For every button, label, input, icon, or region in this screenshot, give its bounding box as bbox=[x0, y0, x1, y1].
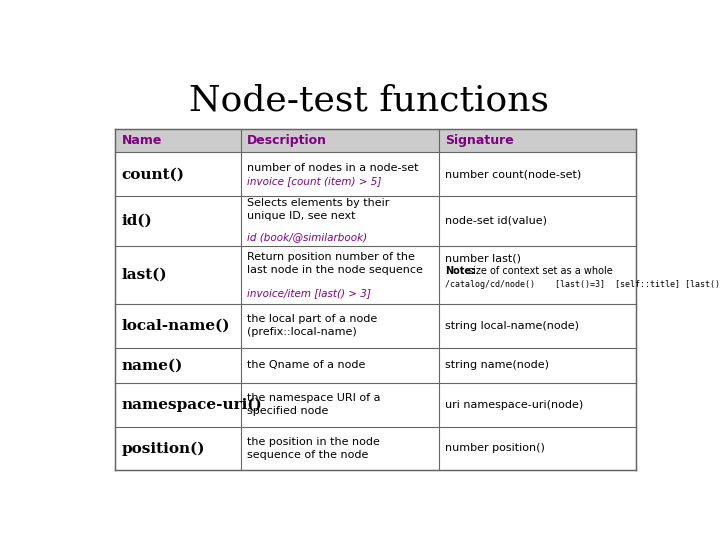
Text: Selects elements by their
unique ID, see next: Selects elements by their unique ID, see… bbox=[248, 198, 390, 221]
Text: count(): count() bbox=[122, 167, 185, 181]
Text: id(): id() bbox=[122, 214, 153, 228]
Text: Description: Description bbox=[248, 134, 328, 147]
Text: Name: Name bbox=[122, 134, 162, 147]
Text: uri namespace-uri(node): uri namespace-uri(node) bbox=[446, 400, 584, 410]
Text: /catalog/cd/node()    [last()=3]  [self::title] [last()= 1]: /catalog/cd/node() [last()=3] [self::tit… bbox=[446, 280, 720, 289]
Text: number count(node-set): number count(node-set) bbox=[446, 169, 582, 179]
Text: number of nodes in a node-set: number of nodes in a node-set bbox=[248, 164, 419, 173]
Bar bbox=[115, 129, 636, 152]
Bar bbox=[115, 383, 636, 427]
Bar bbox=[115, 348, 636, 383]
Text: string name(node): string name(node) bbox=[446, 360, 549, 370]
Text: namespace-uri(): namespace-uri() bbox=[122, 397, 263, 412]
Text: last(): last() bbox=[122, 268, 168, 282]
Text: invoice/item [last() > 3]: invoice/item [last() > 3] bbox=[248, 288, 372, 299]
Bar bbox=[115, 246, 636, 304]
Text: size of context set as a whole: size of context set as a whole bbox=[468, 266, 613, 276]
Text: Return position number of the
last node in the node sequence: Return position number of the last node … bbox=[248, 252, 423, 275]
Text: invoice [count (item) > 5]: invoice [count (item) > 5] bbox=[248, 176, 382, 186]
Text: string local-name(node): string local-name(node) bbox=[446, 321, 580, 331]
Text: position(): position() bbox=[122, 441, 205, 456]
Text: node-set id(value): node-set id(value) bbox=[446, 216, 547, 226]
Text: number last(): number last() bbox=[446, 254, 521, 264]
Text: local-name(): local-name() bbox=[122, 319, 230, 333]
Bar bbox=[115, 196, 636, 246]
Text: the position in the node
sequence of the node: the position in the node sequence of the… bbox=[248, 437, 380, 460]
Text: the local part of a node
(prefix::local-name): the local part of a node (prefix::local-… bbox=[248, 314, 377, 338]
Bar bbox=[115, 427, 636, 470]
Text: Note:: Note: bbox=[446, 266, 475, 276]
Text: Node-test functions: Node-test functions bbox=[189, 84, 549, 118]
Text: the Qname of a node: the Qname of a node bbox=[248, 360, 366, 370]
Bar bbox=[115, 152, 636, 196]
Text: Signature: Signature bbox=[446, 134, 514, 147]
Text: id (book/@similarbook): id (book/@similarbook) bbox=[248, 232, 367, 242]
Text: number position(): number position() bbox=[446, 443, 545, 454]
Bar bbox=[115, 304, 636, 348]
Text: the namespace URI of a
specified node: the namespace URI of a specified node bbox=[248, 393, 381, 416]
Text: name(): name() bbox=[122, 359, 183, 372]
